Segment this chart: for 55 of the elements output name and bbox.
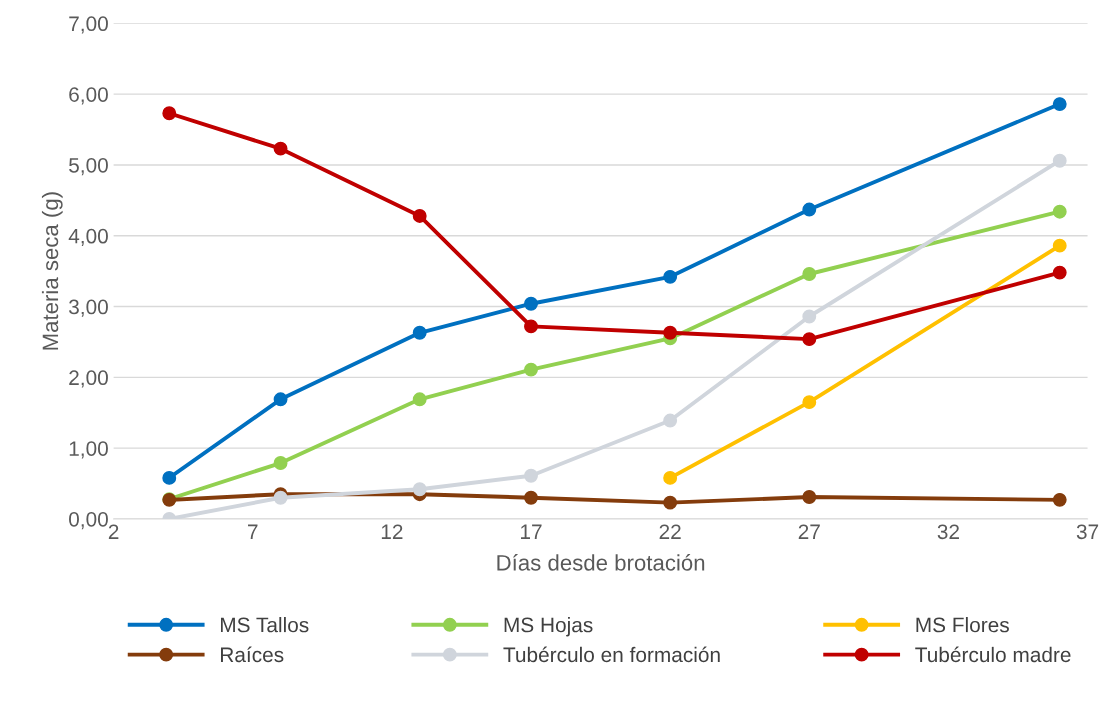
legend-label: MS Hojas <box>504 617 593 637</box>
x-tick-label: 22 <box>659 524 681 539</box>
point <box>663 470 678 485</box>
point <box>524 468 538 483</box>
y-axis-title: Materia seca (g) <box>41 192 63 350</box>
y-tick-label: 7,00 <box>69 16 108 34</box>
x-tick-label: 7 <box>248 524 258 539</box>
x-tick-label: 37 <box>1076 524 1099 540</box>
x-tick-label: 17 <box>521 524 542 539</box>
point <box>1052 153 1067 168</box>
point <box>524 296 538 311</box>
point <box>524 319 538 334</box>
point <box>1052 238 1067 253</box>
legend-label: Raíces <box>221 646 284 663</box>
point <box>273 392 288 407</box>
point <box>273 141 288 156</box>
point <box>1052 204 1067 219</box>
point <box>524 490 538 505</box>
x-tick-label: 12 <box>381 524 403 539</box>
point <box>663 495 678 510</box>
point <box>412 325 427 340</box>
point <box>1052 97 1067 112</box>
point <box>802 395 817 410</box>
legend-label: MS Flores <box>916 617 1009 633</box>
point <box>802 490 817 504</box>
point <box>663 325 678 340</box>
legend-label: Tubérculo en formación <box>503 646 720 663</box>
point <box>1052 265 1067 280</box>
point <box>412 208 427 223</box>
point <box>412 392 427 407</box>
x-tick-label: 32 <box>937 524 959 540</box>
legend-label: Tubérculo madre <box>915 646 1071 663</box>
y-tick-label: 1,00 <box>69 441 108 459</box>
point <box>273 456 288 470</box>
x-tick-label: 27 <box>798 524 820 539</box>
y-tick-label: 6,00 <box>69 87 108 105</box>
point <box>524 362 538 377</box>
point <box>663 413 678 428</box>
point <box>412 482 427 497</box>
y-tick-label: 5,00 <box>69 157 108 176</box>
point <box>802 309 817 324</box>
point <box>162 106 177 121</box>
x-tick-label: 2 <box>108 524 119 539</box>
point <box>162 470 177 485</box>
y-tick-label: 3,00 <box>69 299 108 317</box>
point <box>663 269 678 284</box>
x-axis-title: Días desde brotación <box>497 554 705 571</box>
point <box>802 267 817 281</box>
point <box>802 202 817 217</box>
y-tick-label: 2,00 <box>69 370 108 388</box>
point <box>802 332 817 347</box>
legend-label: MS Tallos <box>221 617 309 633</box>
y-tick-label: 0,00 <box>69 511 108 530</box>
point <box>1052 492 1067 507</box>
y-tick-label: 4,00 <box>68 228 108 246</box>
